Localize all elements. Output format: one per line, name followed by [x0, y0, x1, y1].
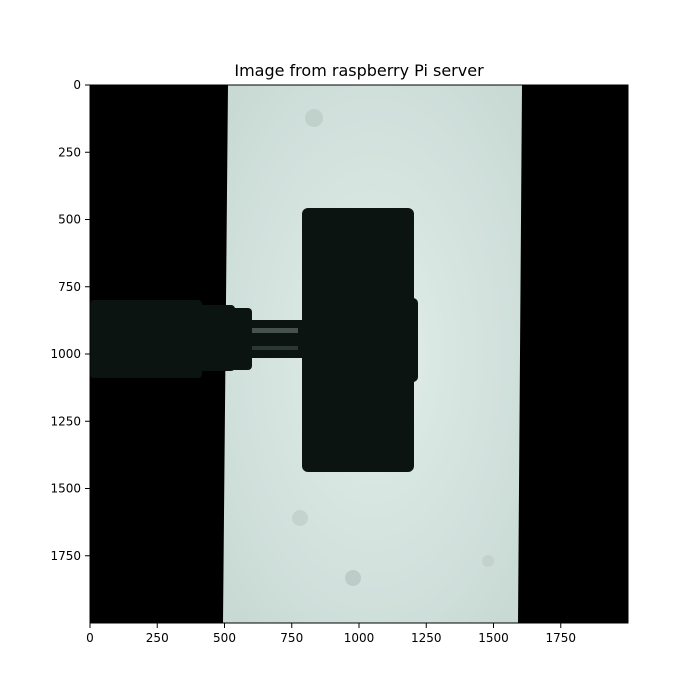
disk-edge: [406, 298, 418, 382]
x-tick-label: 1000: [344, 631, 375, 645]
holder-neck: [228, 308, 252, 370]
y-tick-label: 0: [73, 78, 81, 92]
sample-disk: [302, 208, 414, 472]
x-tick-label: 750: [280, 631, 303, 645]
y-axis: 0 250 500 750 1000 1250 1500 1750: [50, 78, 90, 563]
sample-silhouette: [90, 208, 418, 472]
dust-spot: [482, 555, 494, 567]
y-tick-label: 750: [58, 280, 81, 294]
x-tick-label: 1250: [411, 631, 442, 645]
x-axis: 0 250 500 750 1000 1250 1500 1750: [86, 623, 576, 645]
x-tick-label: 250: [146, 631, 169, 645]
shaft-highlight: [252, 328, 298, 333]
shaft-highlight: [252, 346, 298, 350]
y-tick-label: 1250: [50, 414, 81, 428]
y-tick-label: 500: [58, 213, 81, 227]
y-tick-label: 1000: [50, 347, 81, 361]
x-tick-label: 1500: [478, 631, 509, 645]
holder-collar: [195, 305, 235, 371]
holder-rod: [90, 300, 202, 378]
y-tick-label: 250: [58, 145, 81, 159]
x-tick-label: 1750: [545, 631, 576, 645]
x-tick-label: 0: [86, 631, 94, 645]
dust-spot: [305, 109, 323, 127]
image-content: [90, 85, 628, 623]
chart-title: Image from raspberry Pi server: [234, 61, 484, 80]
y-tick-label: 1500: [50, 482, 81, 496]
dust-spot: [345, 570, 361, 586]
dust-spot: [292, 510, 308, 526]
shaft: [248, 320, 304, 358]
x-tick-label: 500: [213, 631, 236, 645]
y-tick-label: 1750: [50, 549, 81, 563]
